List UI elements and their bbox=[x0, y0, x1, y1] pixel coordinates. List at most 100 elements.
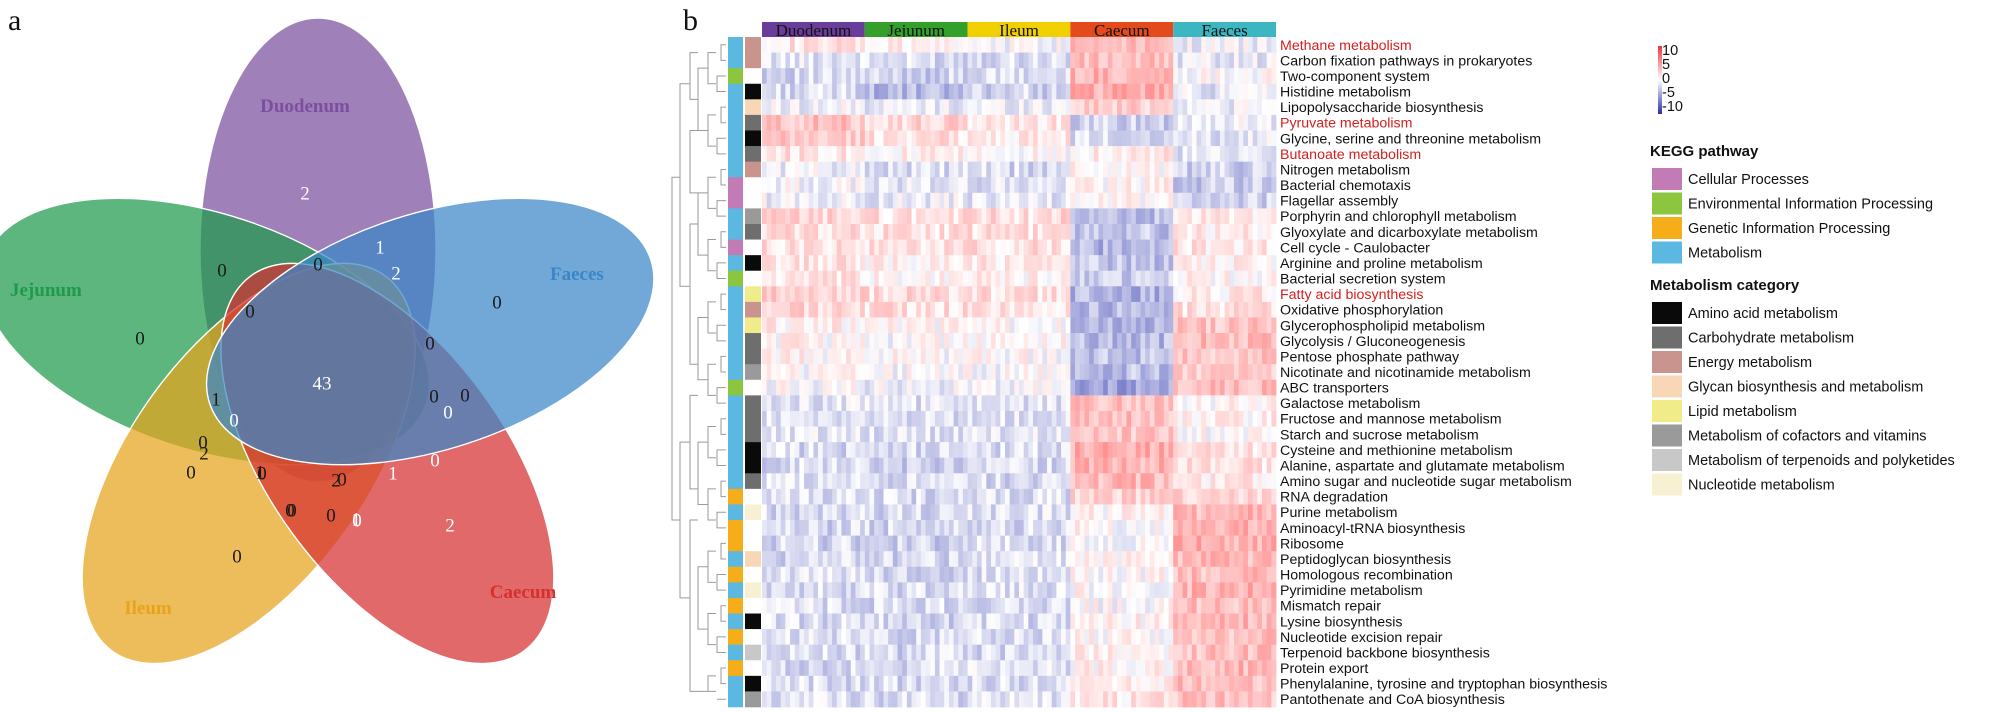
heatmap-cell bbox=[1131, 177, 1137, 194]
heatmap-cell bbox=[799, 551, 805, 568]
heatmap-cell bbox=[799, 660, 805, 677]
heatmap-cell bbox=[785, 395, 791, 412]
heatmap-cell bbox=[925, 286, 931, 303]
heatmap-cell bbox=[1201, 597, 1207, 614]
heatmap-cell bbox=[995, 597, 1001, 614]
heatmap-cell bbox=[1079, 270, 1085, 287]
heatmap-cell bbox=[1257, 426, 1263, 443]
heatmap-cell bbox=[1219, 675, 1225, 692]
heatmap-cell bbox=[1215, 52, 1221, 69]
heatmap-cell bbox=[1163, 457, 1169, 474]
heatmap-cell bbox=[1065, 255, 1071, 272]
heatmap-cell bbox=[1243, 52, 1249, 69]
heatmap-cell bbox=[1205, 286, 1211, 303]
heatmap-cell bbox=[1154, 37, 1160, 53]
heatmap-cell bbox=[1149, 613, 1155, 630]
heatmap-cell bbox=[1107, 629, 1113, 646]
heatmap-cell bbox=[1261, 68, 1268, 85]
heatmap-cell bbox=[1112, 644, 1118, 661]
heatmap-cell bbox=[1061, 629, 1067, 646]
heatmap-cell bbox=[832, 395, 838, 412]
heatmap-cell bbox=[1117, 52, 1123, 69]
heatmap-cell bbox=[930, 410, 936, 427]
heatmap-cell bbox=[1159, 255, 1165, 272]
heatmap-cell bbox=[841, 457, 847, 474]
heatmap-cell bbox=[869, 192, 875, 209]
heatmap-cell bbox=[897, 691, 903, 708]
heatmap-cell bbox=[995, 333, 1001, 350]
heatmap-cell bbox=[902, 301, 908, 318]
heatmap-cell bbox=[1033, 457, 1039, 474]
heatmap-cell bbox=[972, 239, 978, 256]
heatmap-cell bbox=[1145, 68, 1151, 85]
pathway-label: Carbon fixation pathways in prokaryotes bbox=[1280, 53, 1532, 69]
heatmap-cell bbox=[995, 146, 1001, 163]
heatmap-cell bbox=[836, 488, 842, 505]
heatmap-cell bbox=[836, 629, 842, 646]
heatmap-cell bbox=[808, 426, 814, 443]
heatmap-cell bbox=[762, 333, 768, 350]
category-annotation bbox=[745, 348, 761, 365]
heatmap-cell bbox=[1047, 379, 1053, 396]
heatmap-cell bbox=[1070, 613, 1076, 630]
heatmap-cell bbox=[986, 223, 992, 240]
heatmap-cell bbox=[1121, 379, 1127, 396]
heatmap-cell bbox=[1126, 629, 1132, 646]
heatmap-cell bbox=[846, 644, 852, 661]
heatmap-cell bbox=[1117, 301, 1123, 318]
heatmap-cell bbox=[869, 379, 875, 396]
heatmap-cell bbox=[1215, 535, 1221, 552]
heatmap-cell bbox=[1168, 426, 1174, 443]
heatmap-cell bbox=[1047, 223, 1053, 240]
heatmap-cell bbox=[916, 270, 922, 287]
heatmap-cell bbox=[822, 114, 828, 131]
heatmap-cell bbox=[934, 239, 940, 256]
heatmap-cell bbox=[1126, 613, 1132, 630]
heatmap-cell bbox=[841, 535, 847, 552]
heatmap-cell bbox=[804, 270, 810, 287]
heatmap-cell bbox=[1037, 270, 1043, 287]
heatmap-cell bbox=[766, 520, 772, 536]
heatmap-cell bbox=[1224, 675, 1230, 692]
heatmap-cell bbox=[832, 410, 838, 427]
heatmap-cell bbox=[1037, 520, 1043, 536]
heatmap-cell bbox=[1238, 286, 1244, 303]
colorbar-tick: -5 bbox=[1662, 85, 1675, 101]
heatmap-cell bbox=[1014, 114, 1020, 131]
heatmap-cell bbox=[1261, 582, 1268, 599]
heatmap-cell bbox=[1033, 114, 1039, 131]
heatmap-cell bbox=[1000, 192, 1006, 209]
heatmap-cell bbox=[1191, 535, 1197, 552]
heatmap-cell bbox=[925, 161, 931, 178]
heatmap-cell bbox=[1215, 83, 1221, 100]
heatmap-cell bbox=[1173, 130, 1179, 147]
heatmap-cell bbox=[776, 426, 782, 443]
heatmap-cell bbox=[1084, 146, 1090, 163]
heatmap-cell bbox=[813, 317, 819, 334]
heatmap-cell bbox=[1051, 130, 1057, 147]
heatmap-cell bbox=[1191, 348, 1197, 365]
heatmap-cell bbox=[1093, 223, 1099, 240]
heatmap-cell bbox=[799, 410, 805, 427]
category-legend-swatch bbox=[1652, 302, 1682, 324]
heatmap-cell bbox=[878, 597, 884, 614]
heatmap-cell bbox=[780, 239, 786, 256]
heatmap-cell bbox=[1140, 333, 1146, 350]
heatmap-cell bbox=[967, 52, 973, 69]
heatmap-cell bbox=[1107, 223, 1113, 240]
heatmap-cell bbox=[1271, 83, 1277, 100]
heatmap-cell bbox=[953, 301, 959, 318]
heatmap-cell bbox=[962, 68, 968, 85]
heatmap-cell bbox=[1229, 286, 1235, 303]
heatmap-cell bbox=[1219, 348, 1225, 365]
venn-count-r13: 1 bbox=[388, 463, 398, 484]
heatmap-cell bbox=[846, 130, 852, 147]
heatmap-cell bbox=[1000, 301, 1006, 318]
heatmap-cell bbox=[902, 691, 908, 708]
heatmap-cell bbox=[1056, 161, 1062, 178]
heatmap-cell bbox=[1075, 597, 1081, 614]
heatmap-cell bbox=[785, 660, 791, 677]
heatmap-cell bbox=[1201, 551, 1207, 568]
heatmap-cell bbox=[1205, 114, 1211, 131]
heatmap-cell bbox=[1145, 442, 1151, 459]
